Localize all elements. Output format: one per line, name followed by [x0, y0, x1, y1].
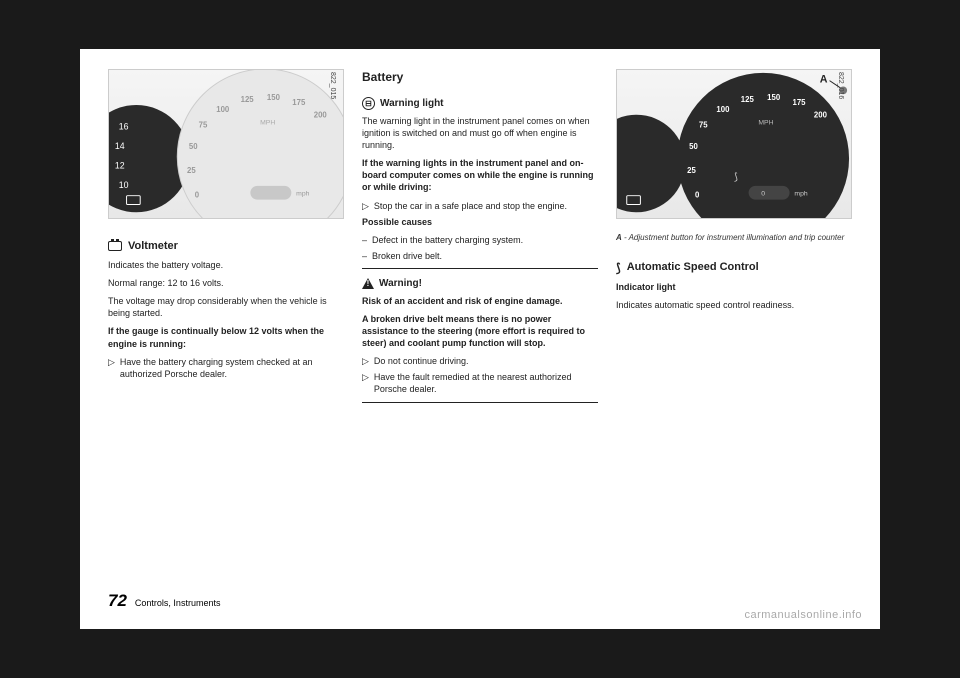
- svg-text:150: 150: [267, 93, 281, 102]
- mid-dash1: – Defect in the battery charging system.: [362, 234, 598, 246]
- svg-text:50: 50: [189, 142, 198, 151]
- svg-text:12: 12: [115, 160, 125, 170]
- figure-ref: 822_015: [328, 72, 337, 99]
- svg-text:14: 14: [115, 141, 125, 151]
- page-footer: 72 Controls, Instruments: [108, 591, 852, 611]
- battery-icon: [108, 241, 122, 251]
- svg-text:A: A: [820, 74, 828, 86]
- dash-icon: –: [362, 250, 367, 262]
- warning-row: Warning!: [362, 277, 598, 291]
- svg-text:10: 10: [119, 180, 129, 190]
- watermark: carmanualsonline.info: [744, 609, 862, 621]
- svg-text:mph: mph: [794, 191, 807, 198]
- warning-triangle-icon: [362, 278, 374, 289]
- bullet-icon: ▷: [362, 355, 369, 367]
- svg-text:50: 50: [689, 142, 698, 151]
- svg-text:MPH: MPH: [260, 120, 275, 127]
- mid-p1: The warning light in the instrument pane…: [362, 115, 598, 151]
- svg-text:75: 75: [699, 120, 708, 129]
- bullet-icon: ▷: [362, 200, 369, 212]
- section-name: Controls, Instruments: [135, 598, 221, 608]
- battery-warning-icon: ⊟: [362, 97, 375, 110]
- column-right: 822_016 A 0 25 50 75 100: [616, 69, 852, 581]
- bullet-icon: ▷: [362, 371, 369, 395]
- volt-p1: Indicates the battery voltage.: [108, 259, 344, 271]
- mid-li3-text: Have the fault remedied at the nearest a…: [374, 371, 598, 395]
- dash-icon: –: [362, 234, 367, 246]
- speedcontrol-figure: 822_016 A 0 25 50 75 100: [616, 69, 852, 219]
- indicator-light-label: Indicator light: [616, 281, 852, 293]
- mid-bold2: Risk of an accident and risk of engine d…: [362, 295, 598, 307]
- possible-causes: Possible causes: [362, 216, 598, 228]
- mid-dash1-text: Defect in the battery charging system.: [372, 234, 523, 246]
- divider: [362, 268, 598, 269]
- svg-text:0: 0: [761, 191, 765, 198]
- speedcontrol-gauge-svg: A 0 25 50 75 100 125 150: [617, 70, 851, 218]
- battery-heading: Battery: [362, 69, 598, 85]
- mid-li2: ▷ Do not continue driving.: [362, 355, 598, 367]
- mid-li2-text: Do not continue driving.: [374, 355, 469, 367]
- svg-text:125: 125: [741, 95, 755, 104]
- warning-label: Warning!: [379, 277, 422, 291]
- svg-text:25: 25: [187, 166, 196, 175]
- divider: [362, 402, 598, 403]
- asc-title-row: ⟆ Automatic Speed Control: [616, 260, 852, 276]
- voltmeter-title-row: Voltmeter: [108, 239, 344, 254]
- figure-caption: A - Adjustment button for instrument ill…: [616, 233, 852, 244]
- svg-text:175: 175: [292, 98, 306, 107]
- asc-title: Automatic Speed Control: [627, 260, 759, 275]
- warning-light-subhead: ⊟ Warning light: [362, 97, 598, 111]
- svg-text:⟆: ⟆: [734, 172, 738, 183]
- manual-page: 822_015 16 14 12 10 0 25 50 75: [80, 49, 880, 629]
- volt-li1: ▷ Have the battery charging system check…: [108, 356, 344, 380]
- right-p1: Indicates automatic speed control readin…: [616, 299, 852, 311]
- mid-li1: ▷ Stop the car in a safe place and stop …: [362, 200, 598, 212]
- mid-dash2-text: Broken drive belt.: [372, 250, 442, 262]
- content-columns: 822_015 16 14 12 10 0 25 50 75: [108, 69, 852, 581]
- volt-li1-text: Have the battery charging system checked…: [120, 356, 344, 380]
- svg-text:75: 75: [199, 120, 208, 129]
- svg-text:0: 0: [195, 191, 200, 200]
- svg-text:100: 100: [216, 105, 230, 114]
- volt-bold1: If the gauge is continually below 12 vol…: [108, 325, 344, 349]
- warning-light-label: Warning light: [380, 97, 444, 111]
- page-number: 72: [108, 591, 127, 611]
- svg-text:100: 100: [716, 105, 730, 114]
- figure-ref: 822_016: [836, 72, 845, 99]
- svg-text:MPH: MPH: [758, 120, 773, 127]
- svg-text:175: 175: [793, 98, 807, 107]
- svg-text:0: 0: [695, 191, 700, 200]
- volt-p3: The voltage may drop considerably when t…: [108, 295, 344, 319]
- voltmeter-title: Voltmeter: [128, 239, 178, 254]
- svg-text:125: 125: [241, 95, 255, 104]
- svg-text:200: 200: [314, 111, 328, 120]
- svg-text:200: 200: [814, 111, 828, 120]
- bullet-icon: ▷: [108, 356, 115, 380]
- mid-li3: ▷ Have the fault remedied at the nearest…: [362, 371, 598, 395]
- mid-dash2: – Broken drive belt.: [362, 250, 598, 262]
- svg-text:16: 16: [119, 121, 129, 131]
- volt-p2: Normal range: 12 to 16 volts.: [108, 277, 344, 289]
- svg-text:25: 25: [687, 166, 696, 175]
- svg-text:150: 150: [767, 93, 781, 102]
- column-left: 822_015 16 14 12 10 0 25 50 75: [108, 69, 344, 581]
- mid-bold3: A broken drive belt means there is no po…: [362, 313, 598, 349]
- voltmeter-gauge-svg: 16 14 12 10 0 25 50 75 100 125 150: [109, 70, 343, 218]
- speedometer-icon: ⟆: [616, 260, 621, 276]
- voltmeter-figure: 822_015 16 14 12 10 0 25 50 75: [108, 69, 344, 219]
- svg-text:mph: mph: [296, 191, 309, 198]
- mid-li1-text: Stop the car in a safe place and stop th…: [374, 200, 567, 212]
- caption-text: - Adjustment button for instrument illum…: [622, 233, 844, 242]
- column-middle: Battery ⊟ Warning light The warning ligh…: [362, 69, 598, 581]
- mid-bold1: If the warning lights in the instrument …: [362, 157, 598, 193]
